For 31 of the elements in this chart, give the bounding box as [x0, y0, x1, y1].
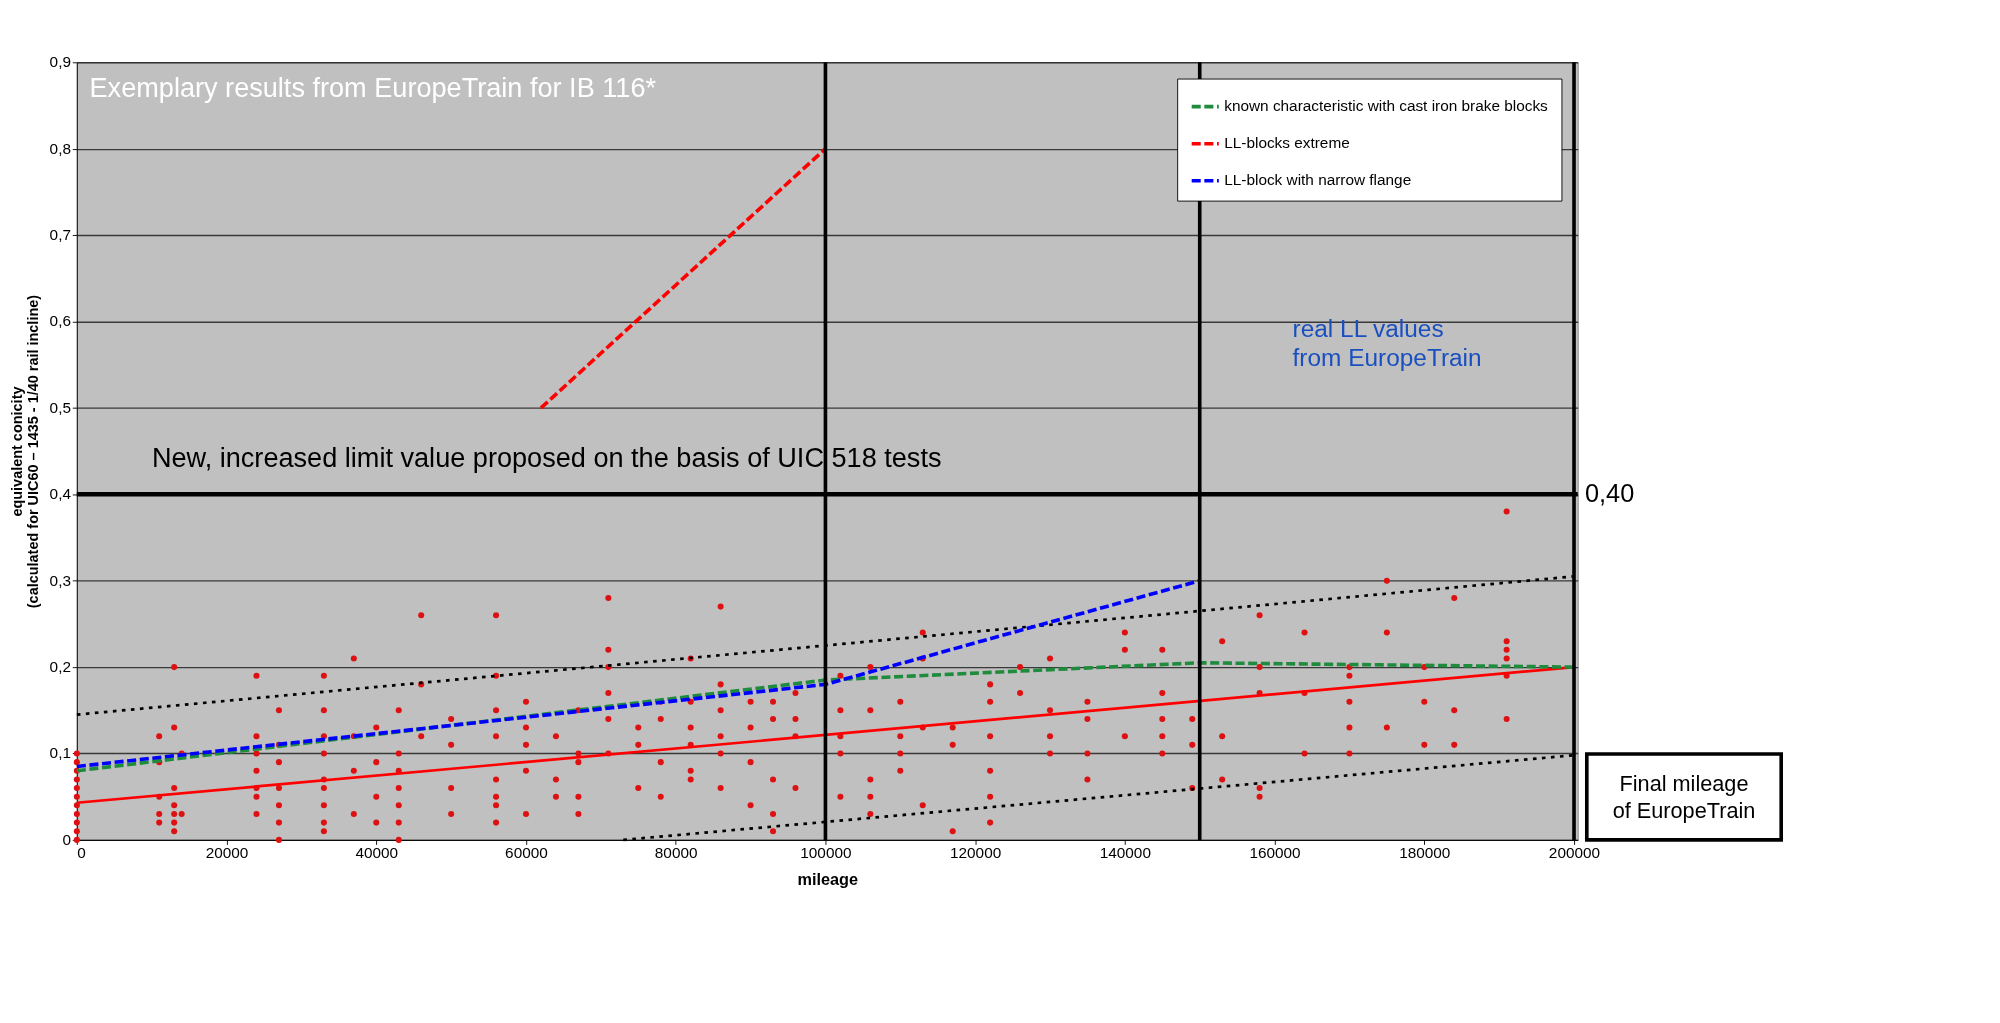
- y-tick-label: 0,8: [49, 139, 71, 157]
- legend-label: LL-blocks extreme: [1224, 134, 1350, 152]
- x-tick-label: 160000: [1249, 844, 1301, 862]
- x-axis-title: mileage: [797, 869, 859, 888]
- y-tick-label: 0,4: [49, 485, 72, 503]
- x-tick-label: 40000: [355, 844, 399, 862]
- y-tick-label: 0,6: [49, 312, 71, 330]
- chart-title: Exemplary results from EuropeTrain for IB 116*: [89, 71, 657, 103]
- x-tick-label: 60000: [505, 844, 548, 862]
- y-tick-label: 0,7: [49, 226, 71, 244]
- y-tick-label: 0,1: [49, 744, 71, 762]
- text: Final mileage of EuropeTrain: [1612, 770, 1756, 823]
- x-tick-label: 140000: [1099, 844, 1151, 862]
- x-tick-label: 100000: [800, 844, 852, 862]
- y-tick-label: 0: [62, 830, 71, 848]
- x-tick-label: 120000: [949, 844, 1002, 862]
- x-tick-label: 200000: [1548, 844, 1601, 862]
- y-tick-label: 0,3: [49, 571, 71, 589]
- ref-line-label: 0,40: [1584, 478, 1635, 507]
- y-axis-title: equivalent conicity (calculated for UIC60 – 1435 - 1/40 rail incline): [8, 294, 41, 609]
- x-tick-label: 80000: [654, 844, 698, 862]
- legend-label: LL-block with narrow flange: [1224, 171, 1412, 189]
- x-tick-label: 180000: [1399, 844, 1451, 862]
- annotation: real LL values from EuropeTrain: [1292, 314, 1482, 371]
- annotation: New, increased limit value proposed on the basis of UIC 518 tests: [151, 442, 942, 474]
- x-tick-label: 20000: [205, 844, 249, 862]
- x-tick-label: 0: [77, 844, 86, 862]
- legend-label: known characteristic with cast iron brake blocks: [1224, 97, 1549, 115]
- y-tick-label: 0,2: [49, 658, 71, 676]
- y-tick-label: 0,5: [49, 398, 71, 416]
- y-tick-label: 0,9: [49, 53, 71, 71]
